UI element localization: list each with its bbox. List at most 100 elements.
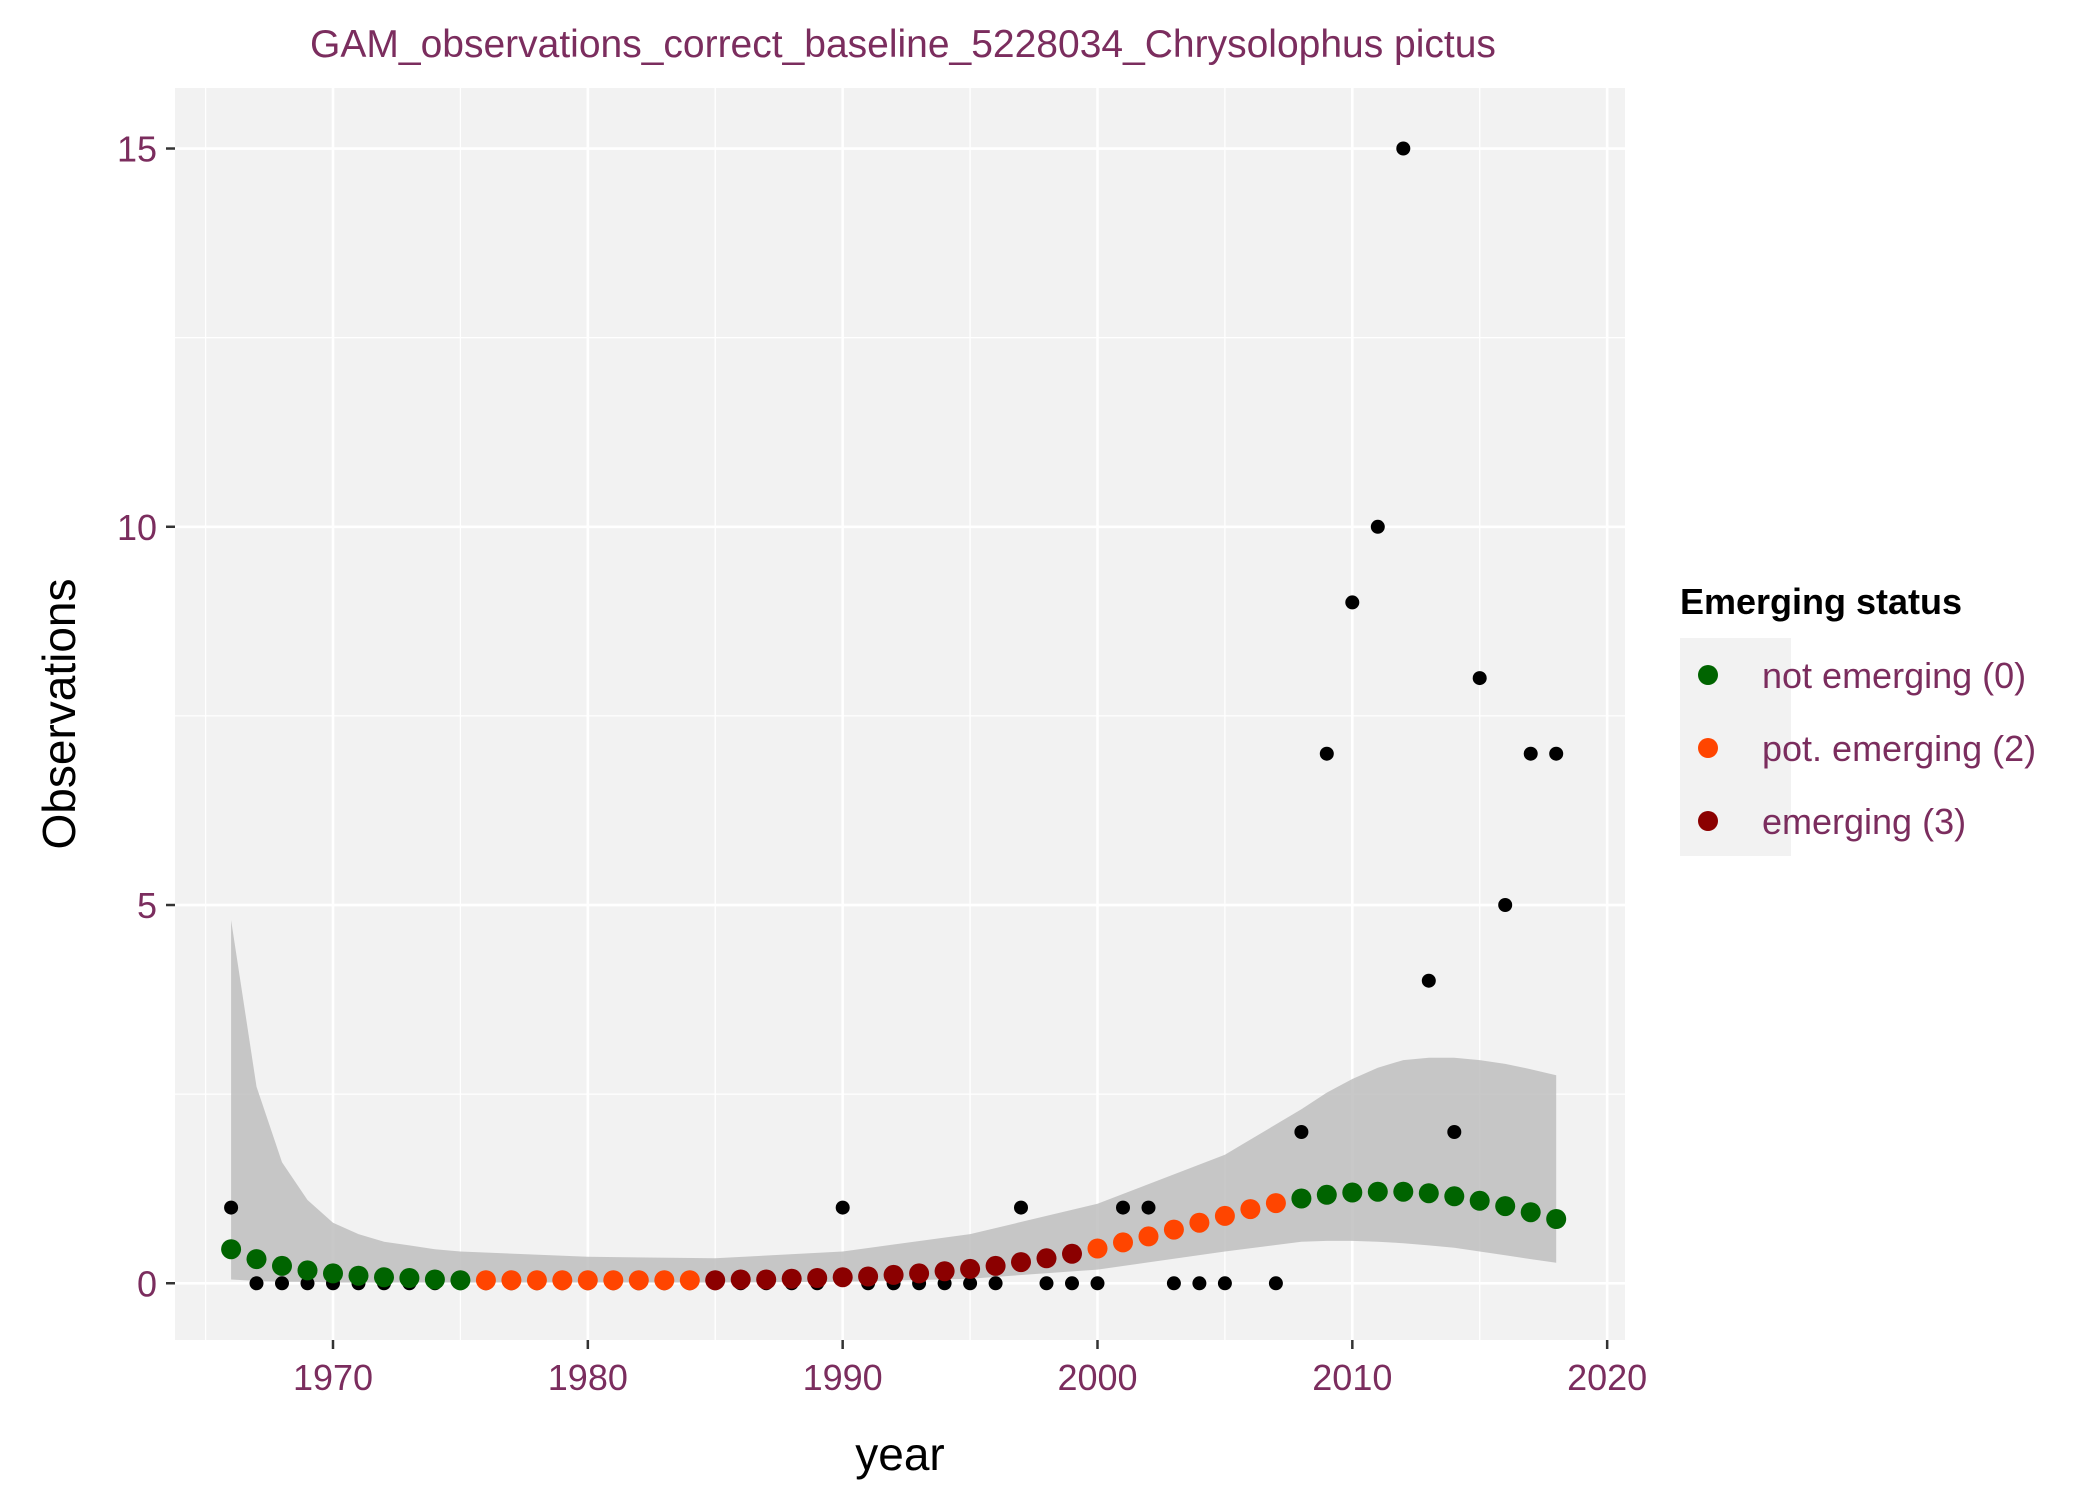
fitted-point (1291, 1188, 1312, 1209)
fitted-point (730, 1269, 751, 1290)
y-tick-label: 10 (117, 507, 157, 548)
fitted-point (348, 1265, 369, 1286)
fitted-point (807, 1268, 828, 1288)
observed-point (1039, 1276, 1054, 1291)
fitted-point (858, 1266, 879, 1287)
fitted-point (424, 1269, 445, 1290)
observed-point (1166, 1276, 1181, 1291)
fitted-point (450, 1270, 471, 1291)
fitted-point (1469, 1190, 1490, 1211)
observed-point (1523, 746, 1538, 761)
x-axis-title: year (855, 1428, 944, 1480)
observed-point (1116, 1200, 1130, 1215)
legend-label: pot. emerging (2) (1762, 728, 2036, 769)
legend-key (1698, 738, 1718, 758)
fitted-point (1265, 1193, 1286, 1214)
legend-title: Emerging status (1680, 581, 1962, 622)
observed-point (1294, 1125, 1309, 1139)
fitted-points (221, 1181, 1567, 1291)
observed-point (963, 1276, 978, 1291)
observed-point (249, 1276, 264, 1291)
fitted-point (909, 1263, 930, 1284)
observed-point (1370, 519, 1385, 534)
x-axis: 1970 1980 1990 2000 2010 2020 (293, 1340, 1647, 1398)
fitted-point (1546, 1209, 1567, 1229)
observed-point (1141, 1200, 1156, 1215)
fitted-point (1011, 1252, 1031, 1273)
fitted-point (246, 1249, 267, 1270)
fitted-point (832, 1267, 853, 1288)
fitted-point (1036, 1248, 1057, 1269)
fitted-point (985, 1255, 1006, 1276)
x-tick-label: 2020 (1567, 1357, 1647, 1398)
x-tick-label: 1970 (293, 1357, 373, 1398)
observed-point (1447, 1125, 1462, 1139)
confidence-ribbon (231, 920, 1557, 1283)
fitted-point (501, 1270, 522, 1291)
fitted-point (1087, 1238, 1108, 1259)
fitted-point (705, 1270, 726, 1291)
y-tick-label: 15 (117, 129, 157, 170)
legend-label: not emerging (0) (1762, 655, 2026, 696)
fitted-point (628, 1270, 649, 1291)
observed-point (988, 1276, 1003, 1291)
fitted-point (1495, 1196, 1516, 1217)
y-axis: 0 5 10 15 (117, 129, 175, 1304)
observed-point (1217, 1276, 1232, 1291)
fitted-point (883, 1264, 904, 1285)
observed-point (1268, 1276, 1283, 1291)
fitted-point (399, 1268, 420, 1288)
legend: Emerging status not emerging (0) pot. eme… (1680, 581, 2036, 856)
x-tick-label: 2000 (1057, 1357, 1137, 1398)
fitted-point (934, 1261, 955, 1282)
observed-point (1319, 746, 1334, 761)
fitted-point (1418, 1183, 1439, 1204)
fitted-point (1316, 1184, 1337, 1205)
fitted-point (1062, 1243, 1082, 1264)
fitted-point (756, 1269, 777, 1290)
fitted-point (960, 1258, 981, 1279)
observed-point (1090, 1276, 1105, 1291)
fitted-point (1214, 1205, 1235, 1226)
fitted-point (1113, 1232, 1133, 1253)
observed-point (1421, 973, 1436, 988)
observed-point (300, 1276, 315, 1291)
x-tick-label: 1980 (548, 1357, 628, 1398)
fitted-point (603, 1270, 624, 1291)
fitted-point (221, 1239, 242, 1260)
observed-point (1065, 1276, 1079, 1291)
observed-point (275, 1276, 289, 1291)
fitted-point (526, 1270, 547, 1291)
x-tick-label: 2010 (1312, 1357, 1392, 1398)
fitted-point (1520, 1202, 1541, 1223)
fitted-point (297, 1260, 318, 1281)
observed-point (224, 1200, 239, 1215)
fitted-point (654, 1270, 675, 1291)
fitted-point (1444, 1186, 1465, 1207)
fitted-point (475, 1270, 496, 1291)
fitted-point (1189, 1212, 1210, 1233)
fitted-point (1367, 1181, 1388, 1202)
fitted-point (679, 1270, 700, 1291)
observed-point (1345, 595, 1360, 610)
x-tick-label: 1990 (803, 1357, 883, 1398)
fitted-point (1342, 1182, 1363, 1203)
fitted-point (1163, 1219, 1184, 1240)
fitted-point (1240, 1199, 1261, 1220)
fitted-point (1138, 1226, 1159, 1247)
observed-point (1014, 1200, 1028, 1215)
y-tick-label: 5 (137, 885, 157, 926)
observed-point (1498, 898, 1513, 912)
observed-point (835, 1200, 850, 1215)
fitted-point (552, 1270, 573, 1291)
fitted-point (272, 1255, 292, 1276)
y-axis-title: Observations (33, 578, 85, 849)
observed-point (1549, 746, 1564, 761)
legend-key (1698, 811, 1718, 831)
legend-label: emerging (3) (1762, 801, 1966, 842)
fitted-point (374, 1267, 394, 1288)
fitted-point (577, 1270, 598, 1291)
legend-key (1698, 665, 1718, 685)
y-tick-label: 0 (137, 1263, 157, 1304)
